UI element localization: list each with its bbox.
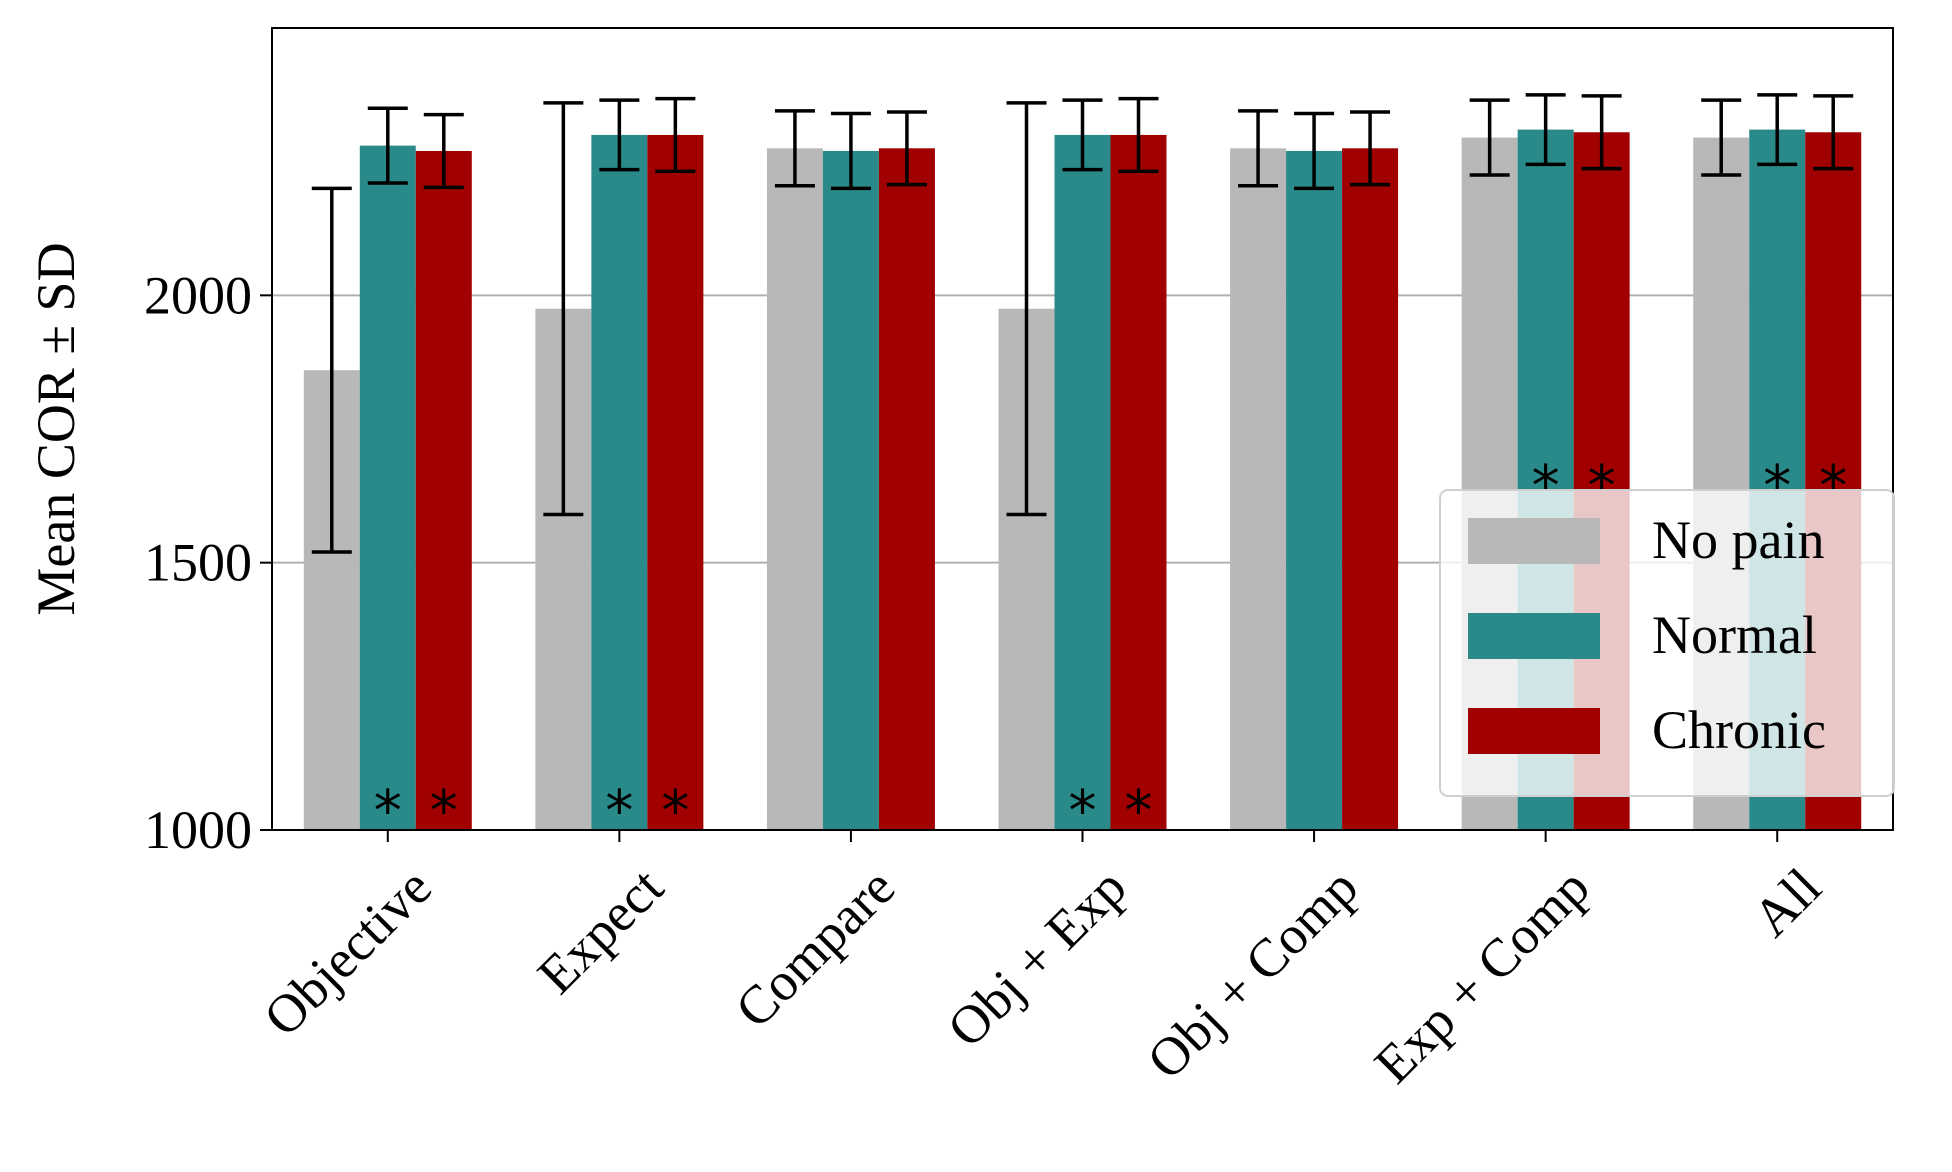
legend: No pain Normal Chronic [1439, 489, 1895, 797]
bar [822, 150, 879, 830]
bar [647, 134, 704, 830]
y-tick-label: 1500 [144, 533, 252, 593]
x-tick-label: Compare [724, 857, 906, 1039]
bar [1342, 148, 1399, 831]
x-tick-label: Obj + Comp [1136, 857, 1370, 1091]
bar [591, 134, 648, 830]
x-tick-label: All [1741, 857, 1832, 948]
y-tick-label: 2000 [144, 265, 252, 325]
significance-star: * [1125, 779, 1153, 844]
legend-swatch [1468, 518, 1600, 564]
x-tick-label: Objective [252, 857, 443, 1048]
legend-label: Chronic [1652, 700, 1826, 760]
bar [878, 148, 935, 831]
x-tick-label: Obj + Exp [936, 857, 1138, 1059]
x-tick-label: Exp + Comp [1363, 857, 1601, 1095]
legend-label: No pain [1652, 510, 1824, 570]
y-axis-title: Mean COR ± SD [26, 242, 86, 615]
legend-swatch [1468, 613, 1600, 659]
y-tick-label: 1000 [144, 800, 252, 860]
legend-label: Normal [1652, 605, 1817, 665]
bar-layer [303, 129, 1862, 831]
bar [766, 148, 823, 831]
significance-star: * [430, 779, 458, 844]
significance-star: * [661, 779, 689, 844]
bar [1286, 150, 1343, 830]
bar [1054, 134, 1111, 830]
bar [1230, 148, 1287, 831]
legend-swatch [1468, 708, 1600, 754]
bar [415, 150, 472, 830]
error-bar-layer [311, 93, 1854, 554]
bar [1110, 134, 1167, 830]
x-tick-label: Expect [526, 857, 674, 1005]
bar [359, 145, 416, 831]
